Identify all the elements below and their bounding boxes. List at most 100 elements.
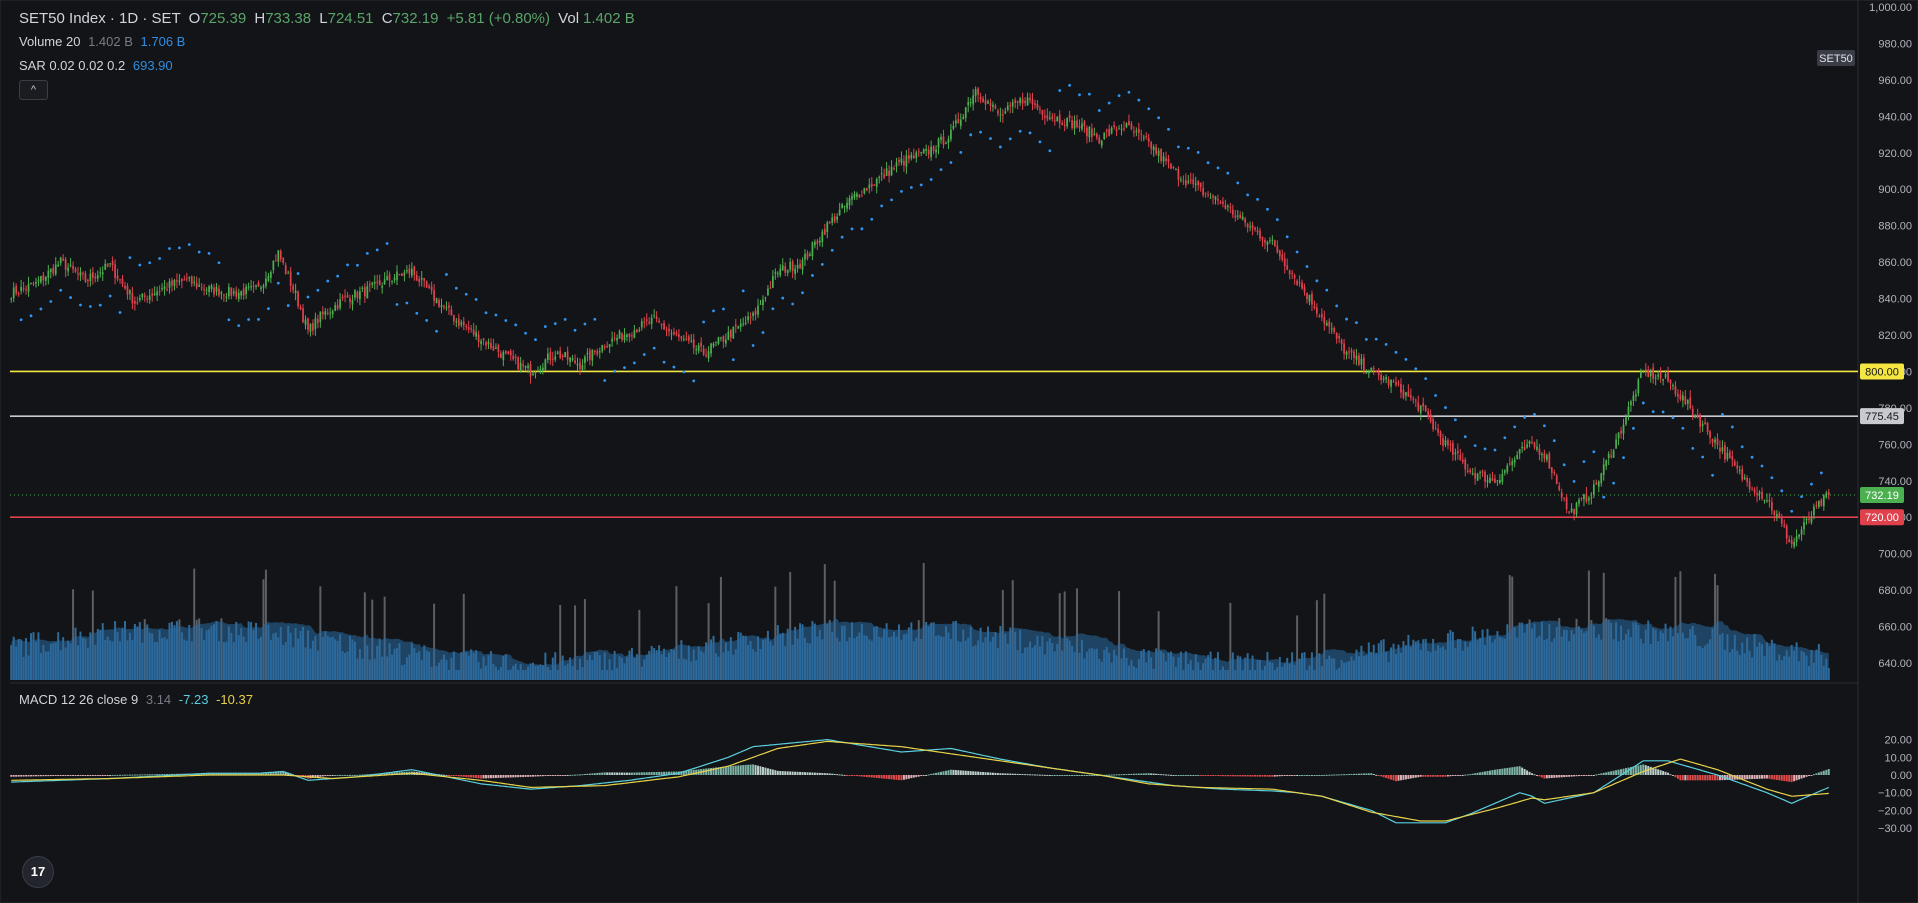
sar-legend[interactable]: SAR 0.02 0.02 0.2 693.90: [19, 58, 173, 73]
candle-body: [895, 162, 898, 167]
macd-hist-bar: [942, 771, 945, 775]
macd-hist-bar: [227, 773, 230, 775]
candle-body: [1763, 499, 1766, 501]
macd-hist-bar: [764, 767, 767, 775]
candle-body: [126, 285, 129, 295]
candle-body: [1051, 116, 1054, 119]
candle-body: [104, 263, 107, 270]
macd-hist-bar: [1627, 767, 1630, 775]
macd-hist-bar: [1246, 775, 1249, 777]
sar-dot: [1424, 377, 1428, 380]
candle-body: [1044, 115, 1046, 118]
macd-hist-bar: [1590, 775, 1593, 776]
sar-dot: [702, 320, 706, 324]
sar-dot: [306, 295, 310, 299]
macd-hist-bar: [57, 775, 60, 776]
candle-body: [356, 291, 359, 299]
macd-hist-bar: [1560, 775, 1563, 778]
candle-body: [161, 288, 163, 290]
sar-dot: [524, 331, 527, 335]
sar-dot: [969, 133, 973, 137]
macd-legend[interactable]: MACD 12 26 close 9 3.14 -7.23 -10.37: [19, 692, 253, 707]
sar-dot: [1058, 89, 1062, 92]
macd-hist-bar: [705, 768, 708, 775]
candle-body: [1570, 508, 1573, 512]
candle-body: [814, 241, 816, 246]
macd-hist-bar: [1051, 775, 1054, 776]
macd-hist-bar: [801, 772, 804, 775]
macd-hist-bar: [551, 775, 554, 776]
macd-hist-bar: [1271, 775, 1274, 777]
tradingview-logo-icon[interactable]: 17: [22, 856, 54, 888]
macd-hist-bar: [1085, 775, 1088, 776]
collapse-legend-button[interactable]: ^: [19, 80, 48, 100]
macd-hist-bar: [467, 775, 470, 778]
macd-hist-bar: [1639, 764, 1642, 775]
candle-body: [1088, 126, 1091, 138]
macd-hist-bar: [1147, 773, 1150, 775]
macd-hist-bar: [1286, 775, 1289, 776]
sar-dot: [514, 323, 518, 327]
candle-body: [1536, 446, 1538, 450]
candle-body: [1452, 443, 1454, 455]
macd-hist-bar: [972, 771, 975, 775]
sar-dot: [919, 183, 923, 187]
volume-bar: [922, 562, 925, 680]
macd-hist-bar: [388, 772, 391, 775]
price-tick-label: 980.00: [1878, 38, 1912, 50]
macd-hist-bar: [1352, 773, 1355, 775]
candle-body: [1380, 374, 1383, 381]
macd-hist-bar: [618, 772, 621, 775]
macd-hist-bar: [344, 774, 347, 776]
macd-hist-bar: [907, 775, 910, 779]
candle-body: [524, 366, 527, 368]
candle-body: [633, 330, 636, 338]
macd-hist-bar: [1315, 775, 1318, 776]
candle-body: [1103, 132, 1106, 139]
level-badge-text: 720.00: [1865, 512, 1899, 524]
candle-body: [772, 275, 774, 288]
macd-hist-bar: [319, 775, 322, 777]
candle-body: [425, 281, 428, 288]
macd-hist-bar: [457, 775, 460, 777]
candle-body: [94, 276, 97, 279]
macd-hist-bar: [794, 771, 797, 775]
macd-hist-bar: [1187, 775, 1190, 776]
volume-legend[interactable]: Volume 20 1.402 B 1.706 B: [19, 34, 185, 49]
macd-hist-bar: [1053, 775, 1056, 776]
sar-dot: [1355, 321, 1358, 325]
sar-dot: [148, 261, 152, 265]
sar-dot: [405, 301, 409, 305]
candle-body: [945, 142, 947, 144]
macd-hist-bar: [1308, 775, 1311, 776]
macd-tick-label: 10.00: [1884, 752, 1912, 764]
symbol-badge: [1817, 50, 1855, 66]
candle-body: [359, 291, 361, 300]
sar-dot: [365, 251, 369, 255]
sar-dot: [1275, 218, 1279, 221]
sar-dot: [69, 296, 72, 299]
macd-hist-bar: [625, 772, 628, 775]
macd-hist-bar: [1261, 775, 1264, 777]
macd-hist-bar: [269, 772, 272, 775]
sar-dot: [1078, 93, 1081, 97]
candle-body: [757, 305, 759, 315]
candle-body: [430, 286, 433, 291]
macd-hist-bar: [1753, 775, 1756, 779]
candle-body: [905, 155, 908, 167]
macd-hist-bar: [1540, 775, 1543, 778]
candle-body: [336, 304, 339, 309]
macd-hist-bar: [1291, 775, 1294, 776]
candle-body: [1293, 275, 1296, 279]
sar-dot: [1147, 107, 1151, 111]
candle-body: [114, 264, 116, 278]
candle-body: [964, 107, 967, 118]
symbol-title[interactable]: SET50 Index · 1D · SET: [19, 10, 181, 27]
sar-dot: [346, 263, 349, 267]
candle-body: [267, 275, 270, 281]
candle-body: [1699, 415, 1702, 427]
macd-hist-bar: [487, 775, 490, 779]
price-tick-label: 820.00: [1878, 330, 1912, 342]
candle-body: [549, 352, 552, 361]
